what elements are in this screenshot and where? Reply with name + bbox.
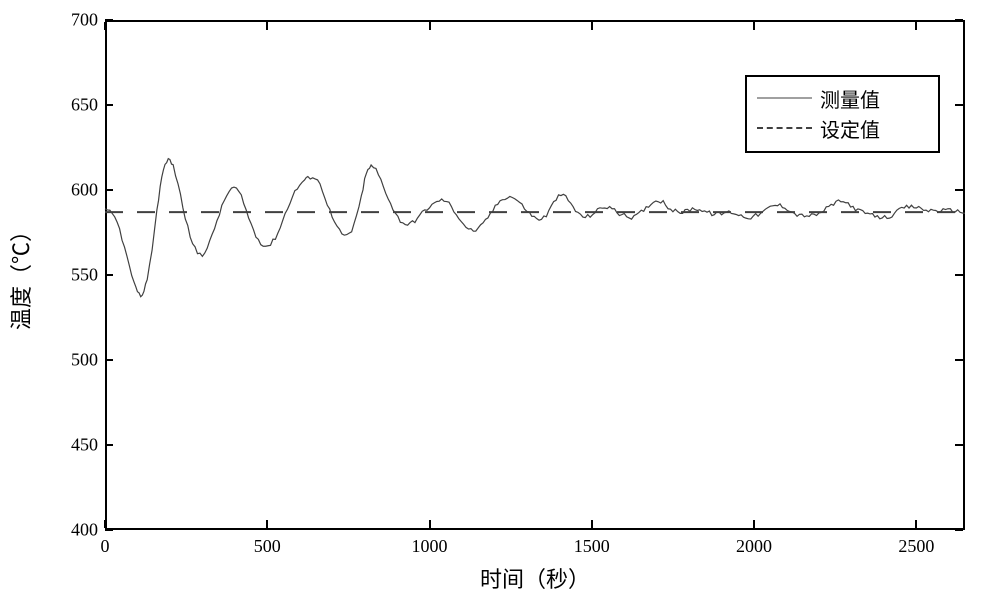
x-tick-label: 2000 xyxy=(736,536,772,557)
x-tick-label: 0 xyxy=(101,536,110,557)
y-tick-label: 550 xyxy=(38,265,98,286)
figure-container: 温度（℃） 时间（秒） 400 450 500 550 600 650 700 0 500 10… xyxy=(0,0,1000,596)
legend-label-measured: 测量值 xyxy=(820,84,880,113)
y-tick-mark-right xyxy=(955,529,963,531)
x-axis-label: 时间（秒） xyxy=(480,562,590,594)
y-tick-label: 700 xyxy=(38,10,98,31)
x-tick-mark-top xyxy=(915,22,917,30)
y-axis-label: 温度（℃） xyxy=(4,220,36,330)
legend-label-setpoint: 设定值 xyxy=(820,114,880,143)
legend-sample-dashed xyxy=(757,118,812,138)
x-tick-mark-top xyxy=(266,22,268,30)
x-tick-mark xyxy=(266,520,268,528)
y-tick-mark-right xyxy=(955,104,963,106)
x-tick-label: 1500 xyxy=(574,536,610,557)
x-tick-mark xyxy=(915,520,917,528)
legend-item-measured: 测量值 xyxy=(757,83,928,113)
x-tick-mark-top xyxy=(429,22,431,30)
legend: 测量值 设定值 xyxy=(745,75,940,153)
y-tick-mark-right xyxy=(955,19,963,21)
x-tick-label: 2500 xyxy=(898,536,934,557)
x-tick-mark-top xyxy=(753,22,755,30)
y-tick-mark-right xyxy=(955,274,963,276)
x-tick-mark xyxy=(429,520,431,528)
x-tick-label: 500 xyxy=(254,536,281,557)
x-tick-mark-top xyxy=(591,22,593,30)
x-tick-mark xyxy=(753,520,755,528)
x-tick-mark-top xyxy=(104,22,106,30)
y-tick-mark xyxy=(105,19,113,21)
y-tick-mark xyxy=(105,189,113,191)
series-measured-line xyxy=(105,159,965,297)
y-tick-mark-right xyxy=(955,189,963,191)
y-tick-label: 400 xyxy=(38,520,98,541)
y-tick-mark xyxy=(105,359,113,361)
legend-sample-solid xyxy=(757,88,812,108)
y-tick-label: 600 xyxy=(38,180,98,201)
y-tick-mark xyxy=(105,104,113,106)
y-tick-label: 450 xyxy=(38,435,98,456)
y-tick-mark-right xyxy=(955,444,963,446)
legend-item-setpoint: 设定值 xyxy=(757,113,928,143)
y-tick-mark xyxy=(105,274,113,276)
y-tick-mark-right xyxy=(955,359,963,361)
y-tick-label: 650 xyxy=(38,95,98,116)
x-tick-mark xyxy=(591,520,593,528)
y-tick-label: 500 xyxy=(38,350,98,371)
y-tick-mark xyxy=(105,529,113,531)
x-tick-mark xyxy=(104,520,106,528)
x-tick-label: 1000 xyxy=(412,536,448,557)
y-tick-mark xyxy=(105,444,113,446)
